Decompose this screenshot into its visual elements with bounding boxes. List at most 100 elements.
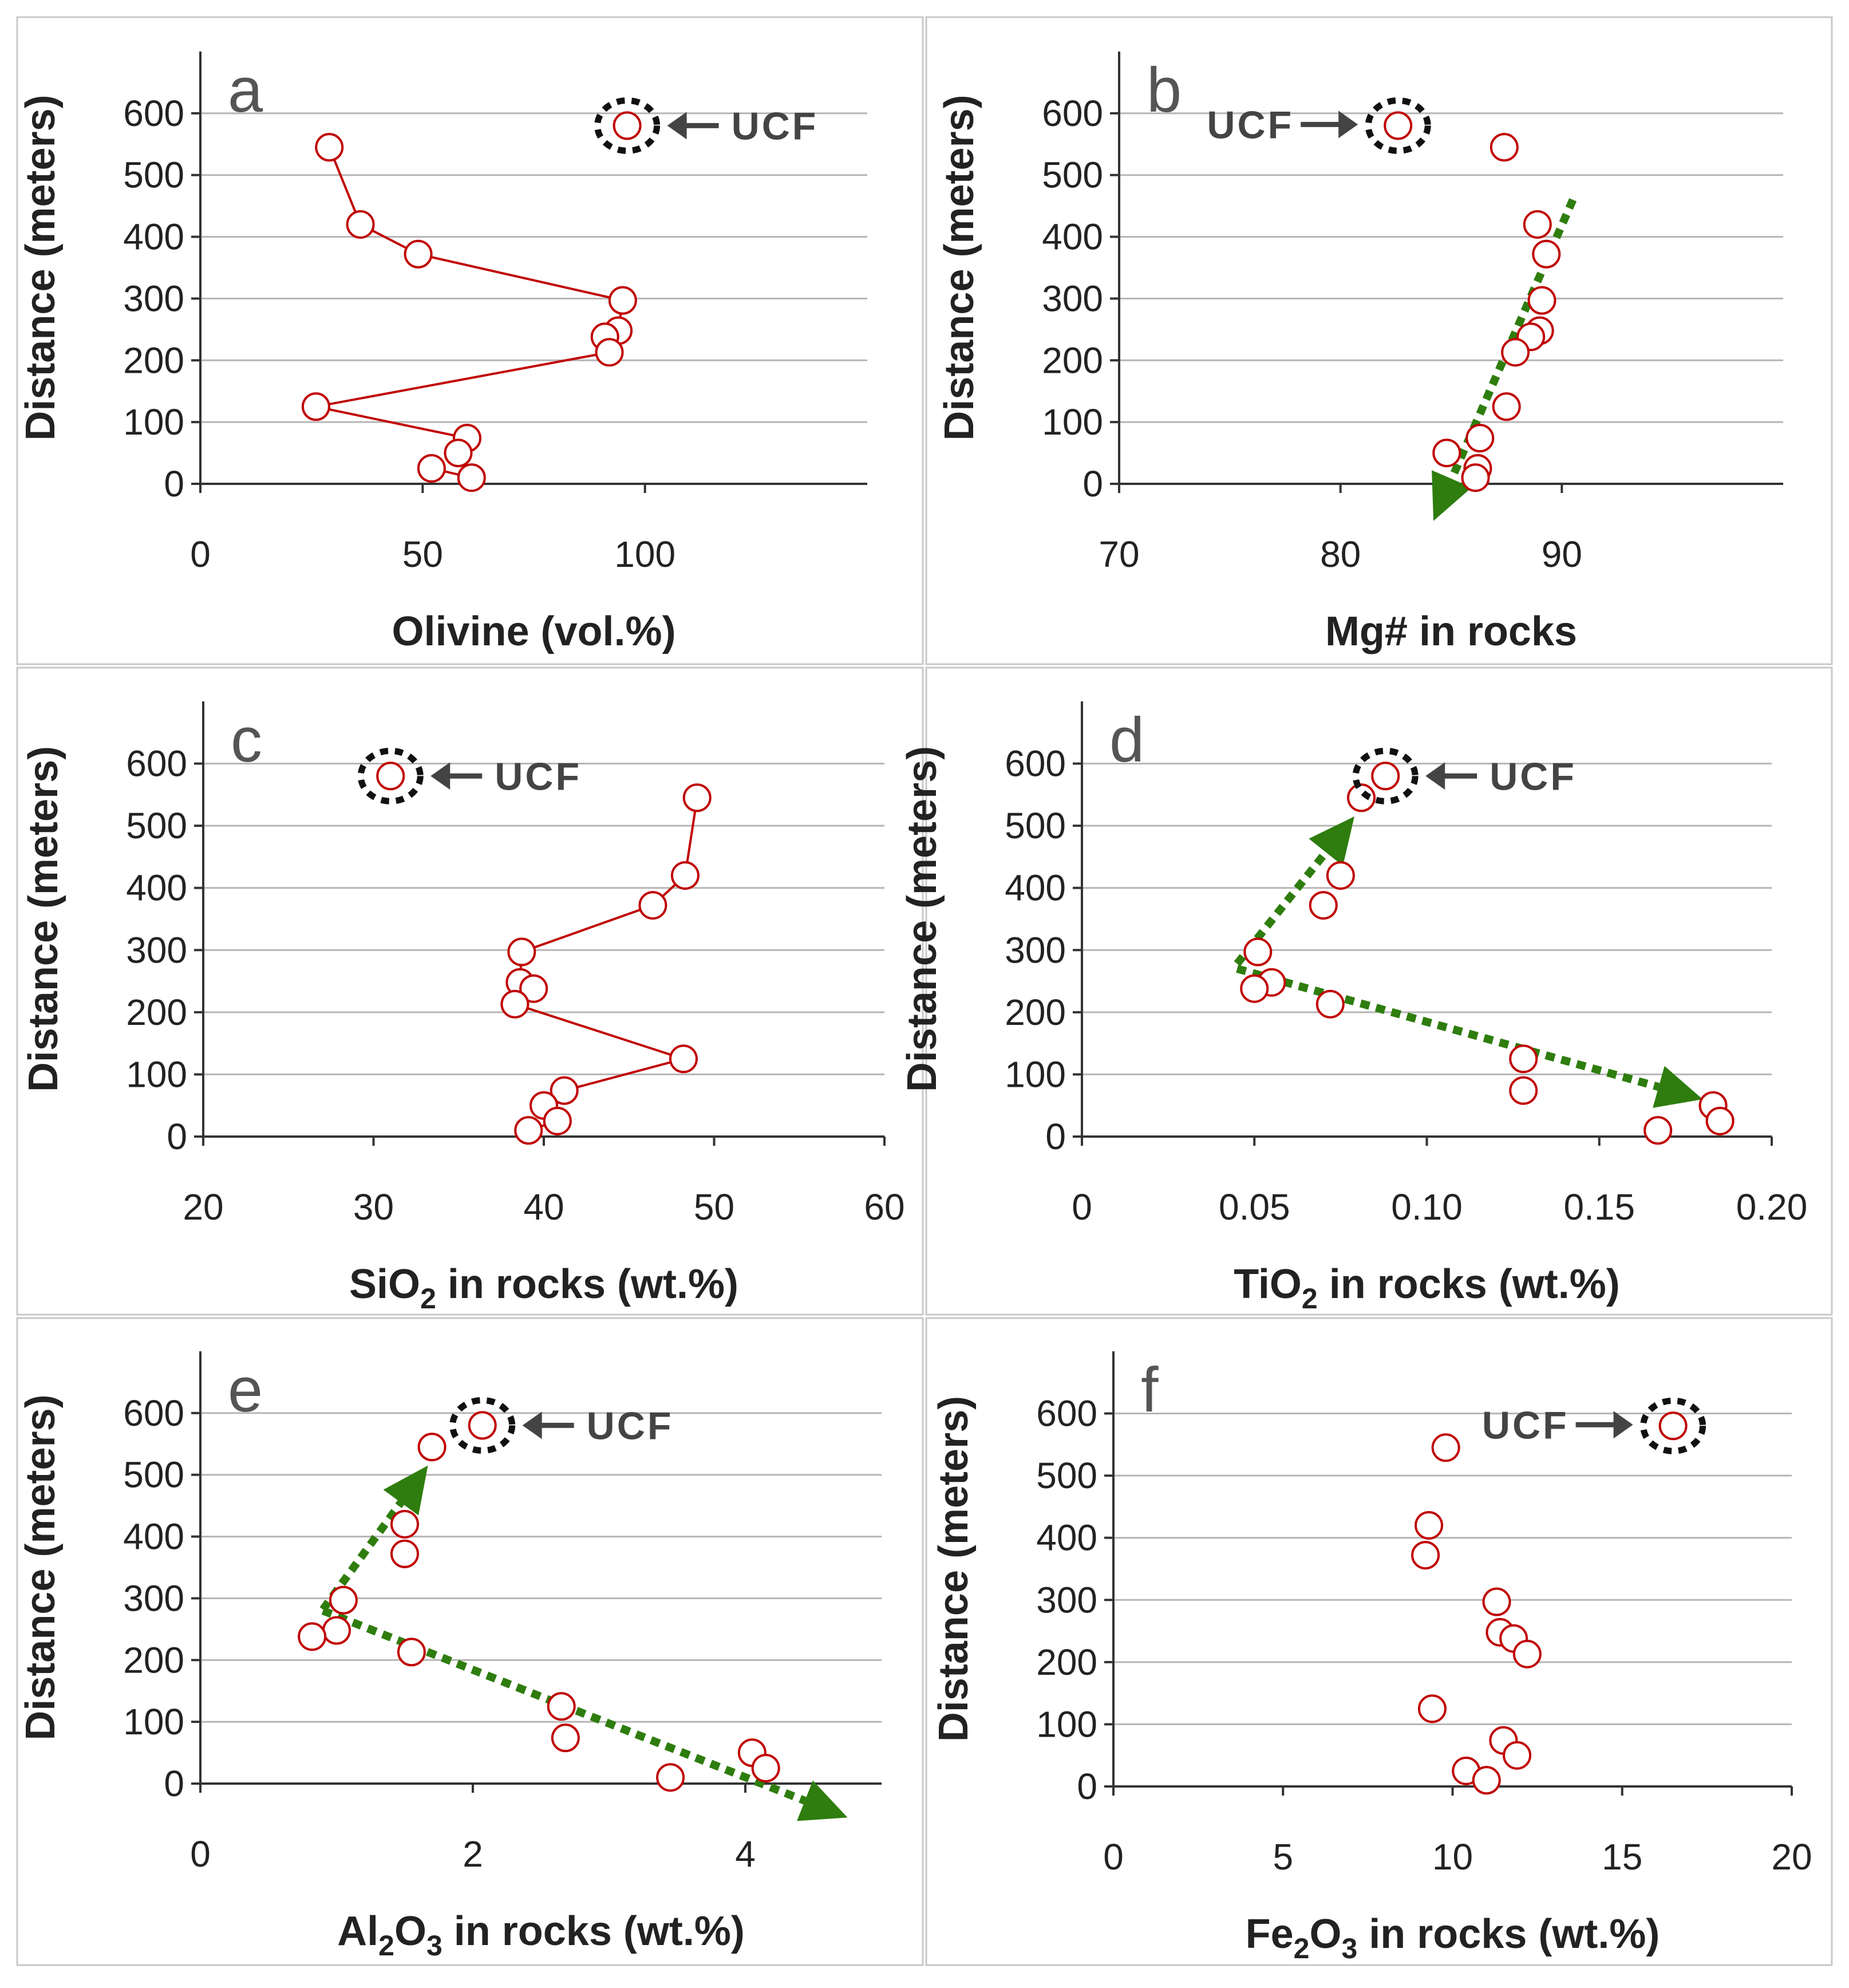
x-tick-label: 40: [523, 1186, 564, 1228]
data-point: [543, 1106, 572, 1135]
series-line: [512, 797, 698, 1132]
y-tick-label: 200: [1036, 1642, 1097, 1683]
ucf-arrowhead: [1425, 762, 1445, 790]
panel-c: 0 100 200 300 400 500 600 20 30 40 50 60 Distance (m…: [16, 666, 924, 1316]
y-tick-label: 300: [123, 1577, 184, 1619]
panel-b: 0 100 200 300 400 500 600 70 80 90 Distance (meter…: [925, 16, 1833, 665]
data-point: [390, 1510, 419, 1539]
data-point: [656, 1763, 685, 1792]
x-tick-label: 30: [353, 1186, 394, 1228]
ucf-dotted-ring: [1640, 1397, 1706, 1454]
data-point: [1512, 1639, 1542, 1669]
data-point: [346, 210, 375, 239]
panel-d: 0 100 200 300 400 500 600 0 0.05 0.10 0.15 0.20 Dist…: [899, 666, 1833, 1316]
panel-frame: [925, 16, 1833, 665]
data-point: [751, 1754, 780, 1783]
y-tick-label: 600: [123, 1393, 184, 1434]
data-point: [322, 1616, 351, 1645]
x-tick-label: 0.10: [1391, 1186, 1463, 1228]
data-point: [397, 1638, 426, 1667]
y-axis-title: Distance (meters): [937, 94, 982, 440]
x-tick-label: 20: [1771, 1836, 1812, 1877]
data-point: [417, 1433, 447, 1462]
x-axis-title: Olivine (vol.%): [392, 609, 675, 654]
ucf-label: UCF: [495, 755, 582, 798]
data-point: [1240, 974, 1269, 1003]
data-point: [1503, 1741, 1532, 1770]
y-tick-label: 0: [1077, 1766, 1097, 1807]
data-point: [1432, 439, 1461, 468]
y-tick-label: 100: [1042, 401, 1103, 443]
x-tick-label: 50: [402, 534, 443, 575]
x-tick-label: 5: [1273, 1836, 1293, 1877]
ucf-point: [376, 762, 405, 791]
data-point: [1523, 210, 1552, 239]
trend-arrowhead: [1309, 816, 1354, 866]
ucf-dotted-ring: [357, 747, 424, 804]
y-tick-label: 0: [164, 1763, 184, 1804]
data-point: [1326, 861, 1355, 890]
data-point: [1417, 1694, 1447, 1723]
ucf-label: UCF: [1482, 1403, 1569, 1447]
y-tick-label: 500: [126, 805, 187, 846]
x-axis-title: Fe2O3 in rocks (wt.%): [1246, 1911, 1660, 1965]
data-point: [507, 937, 536, 967]
data-point: [1509, 1044, 1538, 1074]
y-axis-title: Distance (meters): [21, 746, 66, 1092]
ucf-arrowhead: [522, 1411, 542, 1439]
y-tick-label: 300: [1036, 1579, 1097, 1620]
panel-frame: [16, 16, 924, 665]
y-tick-label: 200: [123, 1639, 184, 1681]
trend-arrowhead: [1653, 1066, 1703, 1108]
data-point: [404, 239, 433, 269]
data-point: [1309, 891, 1338, 920]
panel-e: 0 100 200 300 400 500 600 0 2 4 Distance (meters) A…: [16, 1317, 924, 1966]
ucf-arrowhead: [430, 762, 451, 790]
y-tick-label: 600: [123, 93, 184, 134]
ucf-point: [1384, 111, 1413, 140]
panel-letter: d: [1109, 705, 1144, 775]
data-point: [390, 1539, 419, 1568]
y-tick-label: 500: [1005, 805, 1066, 846]
y-tick-label: 200: [123, 340, 184, 381]
ucf-dotted-ring: [1352, 747, 1419, 804]
x-tick-label: 0.05: [1219, 1186, 1290, 1228]
data-point: [1705, 1106, 1735, 1135]
x-tick-label: 4: [735, 1833, 756, 1875]
x-tick-label: 60: [864, 1186, 904, 1228]
x-axis-title: Al2O3 in rocks (wt.%): [337, 1908, 745, 1962]
x-tick-label: 90: [1542, 534, 1582, 575]
data-point: [1431, 1433, 1460, 1462]
y-tick-label: 400: [1005, 867, 1066, 909]
y-tick-label: 100: [1005, 1054, 1066, 1095]
y-tick-label: 600: [1036, 1393, 1097, 1434]
data-point: [1527, 286, 1556, 315]
data-point: [457, 463, 486, 492]
data-point: [595, 338, 624, 367]
ucf-point: [1658, 1411, 1688, 1441]
x-tick-label: 50: [694, 1186, 734, 1228]
y-tick-label: 500: [1036, 1455, 1097, 1496]
x-tick-label: 0: [1072, 1186, 1092, 1228]
x-tick-label: 0: [1103, 1836, 1124, 1877]
x-tick-label: 70: [1099, 534, 1139, 575]
y-tick-label: 300: [126, 929, 187, 971]
y-tick-label: 0: [1045, 1116, 1066, 1157]
data-point: [547, 1692, 576, 1721]
panel-a: 0 100 200 300 400 500 600 0 50 100 Distance (meter…: [16, 16, 924, 665]
x-tick-label: 0: [190, 534, 211, 575]
x-axis-title: TiO2 in rocks (wt.%): [1234, 1261, 1620, 1315]
panel-letter: a: [228, 55, 263, 125]
data-point: [298, 1622, 327, 1651]
data-point: [1461, 463, 1490, 492]
y-tick-label: 0: [167, 1116, 187, 1157]
y-tick-label: 400: [1036, 1517, 1097, 1559]
y-tick-label: 500: [123, 1454, 184, 1496]
data-point: [1472, 1766, 1501, 1795]
y-tick-label: 100: [1036, 1703, 1097, 1745]
data-point: [1532, 239, 1561, 269]
y-tick-label: 0: [1082, 463, 1103, 504]
x-tick-label: 0: [190, 1833, 211, 1875]
y-tick-label: 300: [1042, 278, 1103, 319]
